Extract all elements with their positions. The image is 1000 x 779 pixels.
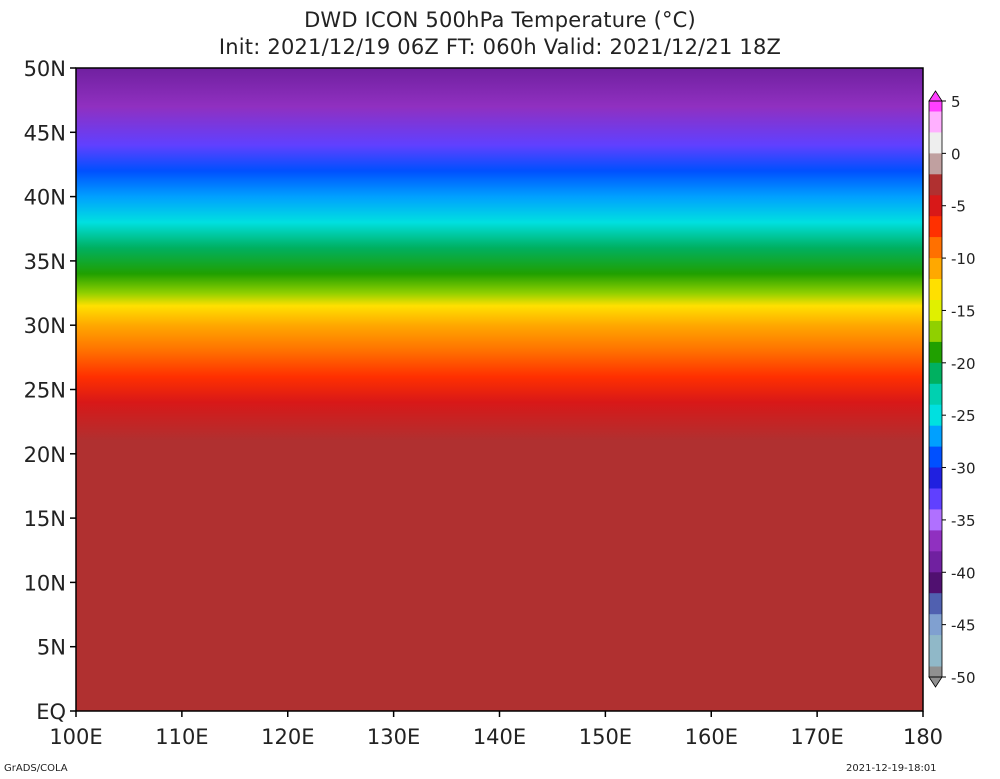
y-tick-label: 30N [24, 314, 66, 338]
colorbar-label: -10 [951, 250, 976, 268]
x-tick-label: 130E [367, 725, 420, 749]
chart-title: DWD ICON 500hPa Temperature (°C) [304, 8, 696, 32]
footer-software-label: GrADS/COLA [4, 763, 68, 774]
colorbar-segment [929, 310, 942, 322]
colorbar-segment [929, 394, 942, 406]
colorbar-segment [929, 415, 942, 427]
x-tick-label: 160E [685, 725, 738, 749]
y-tick-label: 20N [24, 443, 66, 467]
colorbar-segment [929, 645, 942, 657]
y-tick-label: EQ [36, 700, 66, 724]
temperature-field [76, 68, 923, 711]
colorbar: 5 0 -5 -10 -15 -20 -25 -30 -35 -40 -45 -50 [928, 90, 976, 688]
colorbar-segment [929, 561, 942, 573]
colorbar-segment [929, 457, 942, 469]
x-tick-label: 110E [155, 725, 208, 749]
colorbar-segment [929, 352, 942, 364]
colorbar-top-arrow [928, 90, 943, 102]
y-tick-label: 5N [37, 636, 66, 660]
colorbar-segment [929, 142, 942, 154]
colorbar-segment [929, 174, 942, 186]
colorbar-segment [929, 425, 942, 437]
colorbar-segment [929, 226, 942, 238]
colorbar-label: -25 [951, 407, 976, 425]
colorbar-label: -30 [951, 460, 976, 478]
x-tick-label: 100E [49, 725, 102, 749]
y-tick-label: 35N [24, 250, 66, 274]
colorbar-segment [929, 624, 942, 636]
colorbar-segment [929, 582, 942, 594]
chart-subtitle: Init: 2021/12/19 06Z FT: 060h Valid: 202… [218, 35, 782, 59]
colorbar-label: 5 [951, 93, 961, 111]
y-tick-label: 40N [24, 186, 66, 210]
colorbar-segment [929, 436, 942, 448]
colorbar-segment [929, 237, 942, 249]
colorbar-frame [928, 100, 943, 678]
colorbar-segment [929, 614, 942, 626]
colorbar-segment [929, 635, 942, 647]
colorbar-segment [929, 320, 942, 332]
colorbar-label: -35 [951, 512, 976, 530]
colorbar-segment [929, 258, 942, 270]
y-tick-label: 10N [24, 571, 66, 595]
colorbar-segment [929, 216, 942, 228]
colorbar-segment [929, 111, 942, 123]
colorbar-segment [929, 279, 942, 290]
colorbar-segment [929, 153, 942, 165]
colorbar-label: -5 [951, 198, 966, 216]
colorbar-segment [929, 467, 942, 479]
x-tick-label: 180 [903, 725, 943, 749]
y-tick-label: 25N [24, 379, 66, 403]
colorbar-segment [929, 530, 942, 542]
colorbar-label: -40 [951, 564, 976, 582]
colorbar-segment [929, 121, 942, 133]
colorbar-segment [929, 205, 942, 217]
colorbar-segment [929, 289, 942, 301]
colorbar-segment [929, 300, 942, 311]
colorbar-segment [929, 404, 942, 416]
colorbar-segment [929, 540, 942, 552]
colorbar-label: -15 [951, 303, 976, 321]
colorbar-segment [929, 446, 942, 458]
colorbar-segment [929, 519, 942, 531]
colorbar-segment [929, 666, 942, 678]
colorbar-label: -20 [951, 355, 976, 373]
colorbar-label: -45 [951, 617, 976, 635]
colorbar-segment [929, 247, 942, 259]
colorbar-segment [929, 184, 942, 196]
colorbar-segment [929, 132, 942, 144]
x-tick-label: 140E [473, 725, 526, 749]
colorbar-segment [929, 509, 942, 521]
colorbar-bottom-arrow [928, 676, 943, 688]
x-tick-label: 170E [790, 725, 843, 749]
colorbar-segment [929, 331, 942, 343]
colorbar-segment [929, 499, 942, 510]
colorbar-segment [929, 362, 942, 374]
colorbar-segment [929, 551, 942, 563]
colorbar-segment [929, 488, 942, 500]
x-tick-label: 120E [261, 725, 314, 749]
y-tick-label: 50N [24, 57, 66, 81]
colorbar-segment [929, 656, 942, 668]
colorbar-label: -50 [951, 669, 976, 687]
colorbar-segment [929, 572, 942, 584]
colorbar-segment [929, 341, 942, 353]
colorbar-segment [929, 268, 942, 280]
colorbar-segment [929, 383, 942, 395]
colorbar-segment [929, 478, 942, 489]
colorbar-segment [929, 163, 942, 175]
colorbar-segment [929, 373, 942, 385]
colorbar-segment [929, 593, 942, 605]
y-tick-label: 15N [24, 507, 66, 531]
colorbar-segment [929, 101, 942, 112]
footer-timestamp: 2021-12-19-18:01 [846, 763, 937, 774]
colorbar-segment [929, 603, 942, 615]
y-tick-label: 45N [24, 121, 66, 145]
colorbar-segment [929, 195, 942, 207]
colorbar-label: 0 [951, 145, 961, 163]
x-tick-label: 150E [579, 725, 632, 749]
